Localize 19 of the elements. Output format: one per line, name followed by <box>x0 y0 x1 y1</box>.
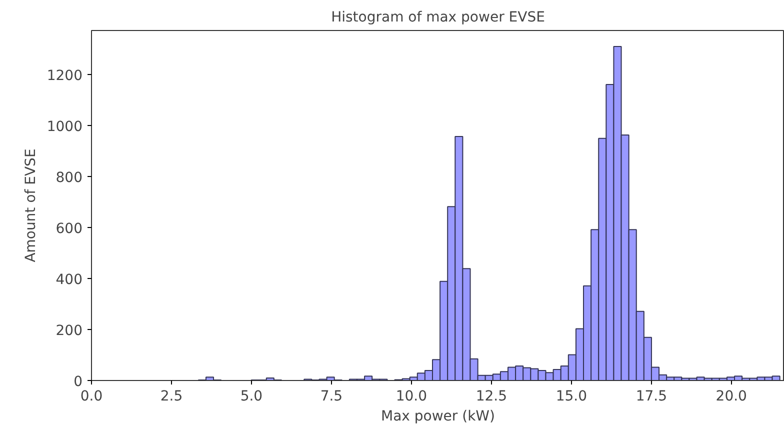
y-tick-label: 0 <box>74 374 83 390</box>
y-tick-label: 600 <box>56 221 83 238</box>
x-tick-label: 10.0 <box>396 388 428 404</box>
x-tick-label: 2.5 <box>160 388 183 404</box>
x-axis-title: Max power (kW) <box>381 408 496 424</box>
chart-title: Histogram of max power EVSE <box>331 10 545 26</box>
x-tick-label: 7.5 <box>320 388 343 404</box>
x-tick-label: 17.5 <box>636 388 667 404</box>
y-tick-label: 400 <box>56 272 83 288</box>
x-tick-label: 12.5 <box>476 388 508 404</box>
x-tick-label: 5.0 <box>240 388 263 404</box>
y-tick-label: 200 <box>56 323 83 340</box>
x-tick-label: 0.0 <box>80 388 103 404</box>
y-tick-label: 1200 <box>46 68 83 84</box>
y-axis-title: Amount of EVSE <box>22 148 39 262</box>
y-tick-label: 800 <box>56 170 83 186</box>
y-tick-label: 1000 <box>46 119 83 136</box>
x-tick-label: 20.0 <box>716 388 747 404</box>
x-tick-label: 15.0 <box>556 388 588 404</box>
